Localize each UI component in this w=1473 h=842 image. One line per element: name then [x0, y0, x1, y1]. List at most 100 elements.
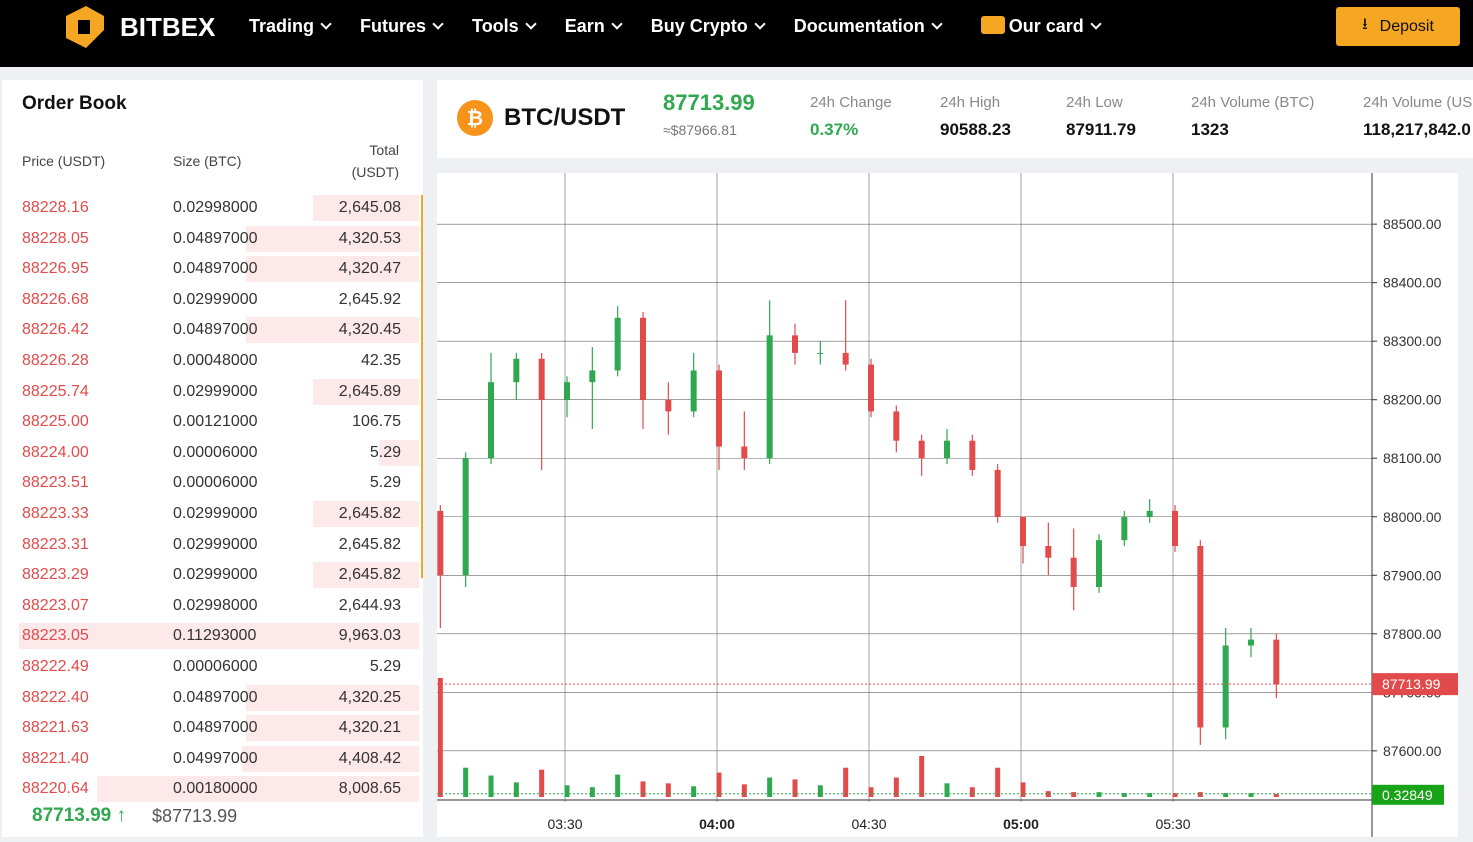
order-price: 88223.31 [22, 535, 89, 553]
order-row: 88225.74 0.02999000 2,645.89 [2, 378, 423, 405]
volume-bar [716, 772, 722, 797]
order-price: 88223.51 [22, 474, 89, 492]
candle-body [1222, 645, 1229, 728]
y-tick-label: 88400.00 [1383, 275, 1442, 291]
order-total: 5.29 [369, 474, 401, 492]
nav-item[interactable]: Buy Crypto [651, 16, 764, 37]
order-price: 88225.00 [22, 413, 89, 431]
nav-item[interactable]: Trading [249, 16, 330, 37]
order-row: 88221.63 0.04897000 4,320.21 [2, 715, 423, 742]
nav-item[interactable]: Documentation [794, 16, 941, 37]
order-total: 4,320.45 [338, 321, 401, 339]
order-row: 88223.51 0.00006000 5.29 [2, 470, 423, 496]
column-header: Price (USDT) [22, 153, 106, 169]
order-size: 0.02999000 [173, 290, 258, 308]
order-total: 2,645.89 [338, 382, 401, 400]
volume-bar [1197, 792, 1203, 797]
stat-label: 24h Volume (USDT) [1363, 94, 1473, 111]
order-size: 0.00048000 [173, 352, 258, 369]
order-row: 88226.42 0.04897000 4,320.45 [2, 317, 423, 344]
order-total: 2,645.08 [338, 199, 401, 216]
order-row: 88221.40 0.04997000 4,408.42 [2, 745, 423, 772]
stat-value: 1323 [1191, 120, 1229, 139]
volume-bar [792, 779, 798, 797]
depth-bar [19, 623, 419, 650]
order-size: 0.04897000 [173, 260, 258, 278]
volume-bar [539, 769, 545, 797]
volume-bar [1248, 793, 1254, 797]
volume-bar [488, 775, 494, 797]
candle-body [1045, 546, 1052, 558]
depth-bar [245, 684, 419, 711]
depth-bar [312, 562, 419, 589]
x-tick-label: 03:30 [547, 816, 582, 832]
volume-bar [843, 767, 849, 797]
nav: Trading Futures Tools Earn Buy Crypto Do… [249, 16, 1130, 37]
order-total: 4,320.53 [338, 229, 401, 247]
order-price: 88223.07 [22, 596, 89, 614]
candle-body [665, 399, 672, 412]
volume-bar [1273, 793, 1279, 797]
order-total: 106.75 [352, 413, 401, 431]
logo[interactable]: BITBEX [58, 2, 215, 52]
x-tick-label: 04:30 [851, 816, 886, 832]
last-volume-label: 0.32849 [1382, 787, 1433, 803]
candle-body [944, 440, 950, 459]
y-tick-label: 88200.00 [1383, 392, 1442, 408]
nav-item[interactable]: Futures [360, 16, 442, 37]
order-size: 0.11293000 [173, 627, 257, 645]
order-row: 88228.05 0.04897000 4,320.53 [2, 225, 423, 252]
last-price-tag [1372, 673, 1458, 696]
volume-bar [767, 777, 773, 797]
order-price: 88224.00 [22, 443, 89, 461]
order-row: 88223.07 0.02998000 2,644.93 [2, 593, 423, 619]
deposit-label: Deposit [1379, 17, 1434, 35]
volume-bar [589, 787, 595, 797]
candle-body [513, 358, 520, 383]
order-price: 88228.16 [22, 199, 89, 216]
volume-bar [463, 767, 469, 797]
depth-bar [242, 745, 419, 772]
order-size: 0.02999000 [173, 535, 258, 553]
last-price: 87713.99 ↑ [32, 805, 127, 826]
order-price: 88222.49 [22, 658, 89, 675]
stat-label: 24h Volume (BTC) [1191, 94, 1315, 111]
column-header: Size (BTC) [173, 153, 242, 169]
order-total: 5.29 [369, 658, 401, 675]
depth-bar [312, 195, 419, 221]
order-total: 2,645.82 [338, 505, 401, 522]
volume-bar [1172, 793, 1178, 797]
volume-bar [817, 785, 823, 797]
depth-bar [245, 715, 419, 742]
candle-body [969, 440, 976, 470]
svg-text:₿: ₿ [467, 108, 483, 130]
candle-body [1197, 546, 1204, 728]
order-row: 88224.00 0.00006000 5.29 [2, 439, 423, 466]
order-price: 88221.63 [22, 719, 89, 737]
nav-item[interactable]: Earn [565, 16, 621, 37]
deposit-button[interactable]: ⭳ Deposit [1336, 7, 1460, 46]
candle-body [741, 446, 748, 459]
order-size: 0.04897000 [173, 321, 258, 339]
order-total: 42.35 [360, 352, 401, 369]
stat-label: 24h Low [1066, 94, 1123, 111]
btc-icon: ₿ [457, 100, 493, 136]
order-size: 0.00006000 [173, 474, 258, 492]
order-row: 88226.95 0.04897000 4,320.47 [2, 256, 423, 283]
order-total: 4,320.47 [338, 260, 401, 278]
nav-item[interactable]: Our card [971, 16, 1100, 37]
y-tick-label: 87600.00 [1383, 743, 1442, 759]
depth-bar [312, 378, 419, 405]
order-price: 88223.05 [22, 627, 89, 645]
order-row: 88228.16 0.02998000 2,645.08 [2, 195, 423, 221]
nav-item[interactable]: Tools [472, 16, 535, 37]
depth-bar [97, 776, 419, 803]
order-total: 2,644.93 [338, 596, 401, 614]
order-row: 88223.31 0.02999000 2,645.82 [2, 532, 423, 558]
candle-body [868, 364, 874, 412]
volume-bar [995, 767, 1001, 797]
order-size: 0.02999000 [173, 382, 258, 400]
stat-value: 0.37% [810, 120, 859, 139]
order-total: 2,645.82 [338, 535, 401, 553]
